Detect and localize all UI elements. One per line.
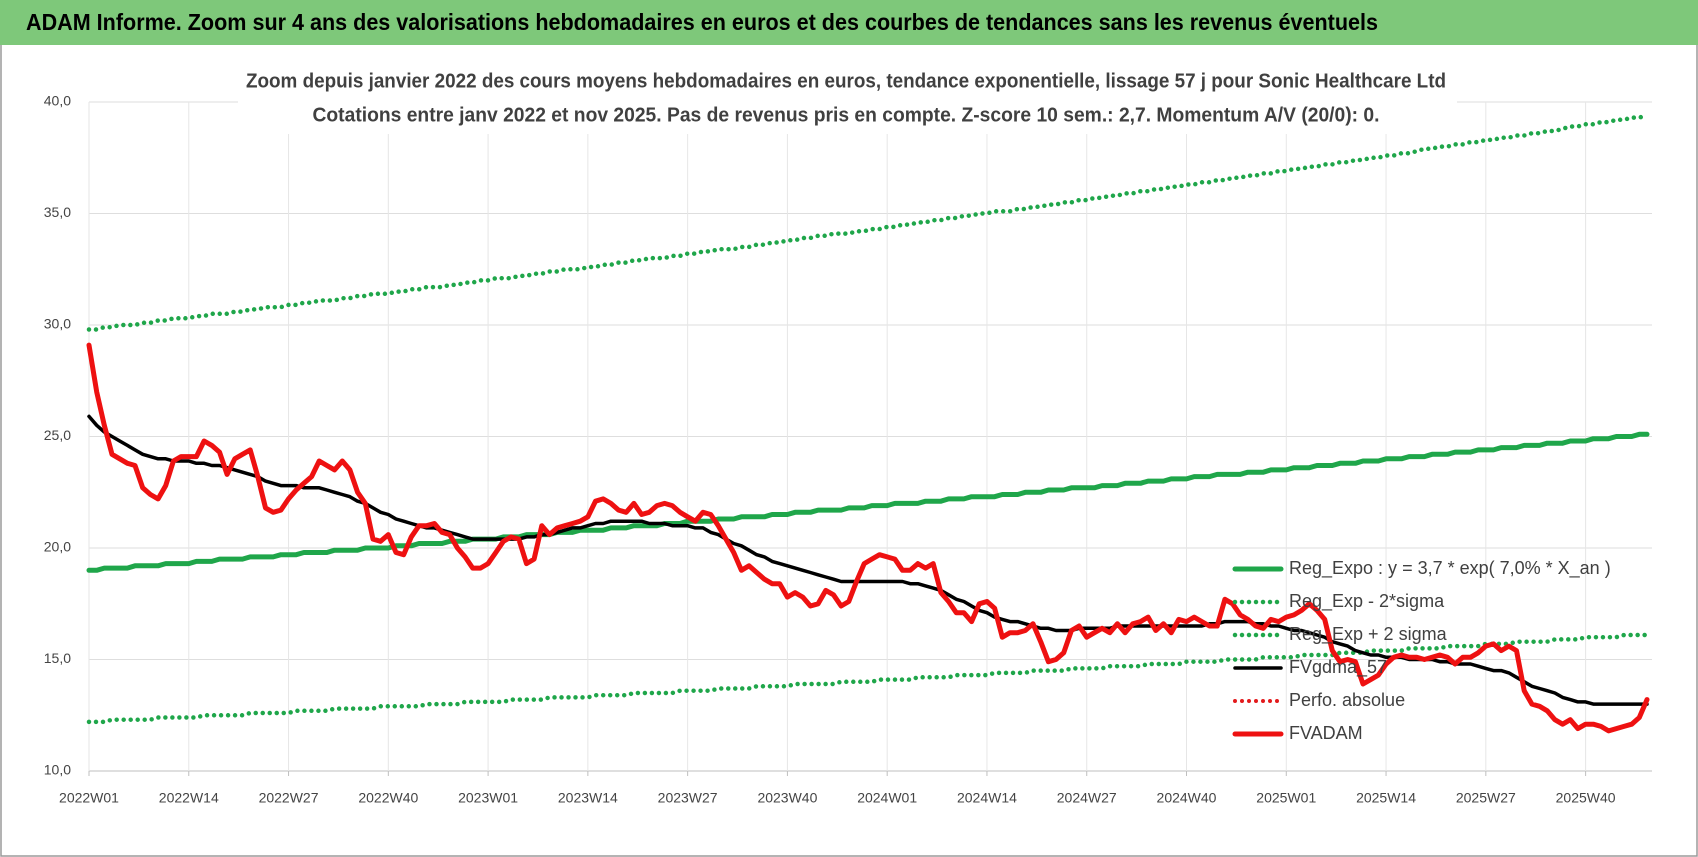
x-tick-label: 2024W40	[1157, 790, 1217, 806]
x-tick-label: 2025W14	[1356, 790, 1416, 806]
series-line	[86, 113, 1650, 332]
series-line	[87, 414, 1649, 706]
x-tick-label: 2022W14	[159, 790, 219, 806]
x-tick-label: 2025W27	[1456, 790, 1516, 806]
banner-title: ADAM Informe. Zoom sur 4 ans des valoris…	[26, 9, 1378, 35]
banner	[0, 0, 1698, 45]
legend: Reg_Expo : y = 3,7 * exp( 7,0% * X_an ) R…	[1232, 558, 1611, 743]
x-tick-label: 2025W40	[1556, 790, 1616, 806]
y-tick-label: 15,0	[44, 650, 71, 666]
legend-label: FVADAM	[1289, 723, 1363, 743]
y-tick-label: 30,0	[44, 316, 71, 332]
y-tick-label: 35,0	[44, 204, 71, 220]
x-tick-label: 2022W01	[59, 790, 119, 806]
x-tick-label: 2022W40	[358, 790, 418, 806]
legend-label: FVgdma_57	[1289, 657, 1387, 678]
x-tick-label: 2022W27	[259, 790, 319, 806]
x-tick-label: 2023W27	[658, 790, 718, 806]
legend-label: Reg_Expo : y = 3,7 * exp( 7,0% * X_an )	[1289, 558, 1611, 579]
x-tick-label: 2025W01	[1256, 790, 1316, 806]
x-tick-label: 2023W01	[458, 790, 518, 806]
chart-title: Zoom depuis janvier 2022 des cours moyen…	[246, 70, 1446, 92]
x-tick-label: 2024W01	[857, 790, 917, 806]
y-tick-label: 25,0	[44, 427, 71, 443]
legend-label: Reg_Exp - 2*sigma	[1289, 591, 1445, 612]
x-tick-label: 2024W27	[1057, 790, 1117, 806]
legend-label: Perfo. absolue	[1289, 690, 1405, 710]
grid: 10,0 15,0 20,0 25,0 30,0 35,0 40,0 2022W01 2022W…	[44, 93, 1652, 806]
title-box	[238, 64, 1457, 134]
series-line	[86, 431, 1650, 573]
y-tick-label: 20,0	[44, 539, 71, 555]
legend-label: Reg_Exp + 2 sigma	[1289, 624, 1448, 645]
plot	[86, 113, 1650, 734]
y-tick-label: 10,0	[44, 762, 71, 778]
x-tick-label: 2023W14	[558, 790, 618, 806]
y-tick-label: 40,0	[44, 93, 71, 109]
series-line	[86, 342, 1650, 734]
series-line	[86, 632, 1650, 725]
chart-subtitle: Cotations entre janv 2022 et nov 2025. P…	[313, 104, 1380, 126]
x-tick-label: 2024W14	[957, 790, 1017, 806]
x-tick-label: 2023W40	[757, 790, 817, 806]
